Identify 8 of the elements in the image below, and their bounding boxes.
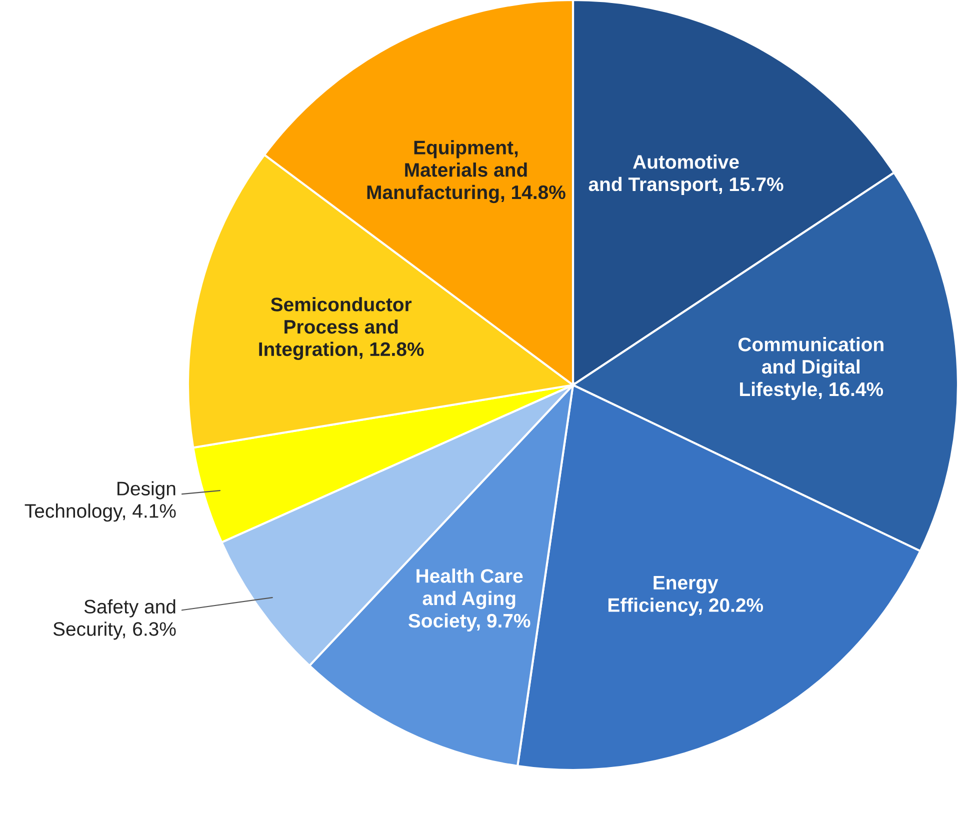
slice-label: Equipment, Materials and Manufacturing, 14.8% xyxy=(367,140,566,204)
slice-label: Design Technology, 4.1% xyxy=(24,481,176,522)
slice-label: Semiconductor Process and Integration, 12.8% xyxy=(259,297,424,360)
slice-label: Energy Efficiency, 20.2% xyxy=(608,576,764,616)
slice-label: Health Care and Aging Society, 9.7% xyxy=(408,568,530,632)
slice-label: Automotive and Transport, 15.7% xyxy=(588,154,784,195)
slice-label: Communication and Digital Lifestyle, 16.4% xyxy=(738,337,884,400)
slice-label: Safety and Security, 6.3% xyxy=(53,599,176,640)
